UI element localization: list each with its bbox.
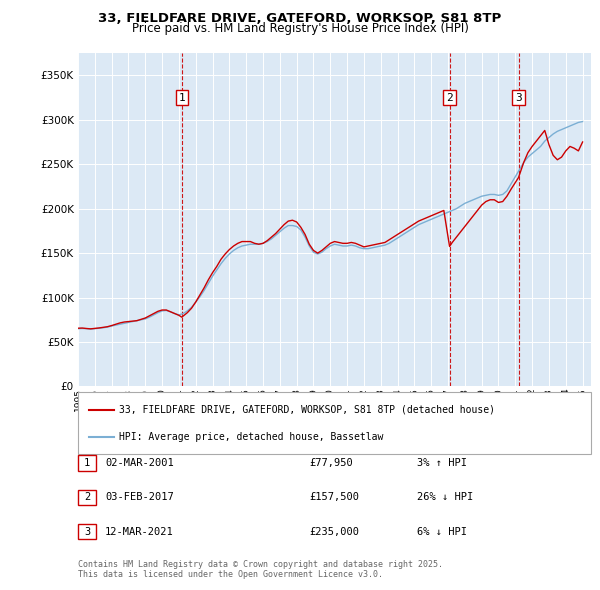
- Text: 02-MAR-2001: 02-MAR-2001: [105, 458, 174, 468]
- Text: 2: 2: [84, 493, 90, 502]
- Text: 12-MAR-2021: 12-MAR-2021: [105, 527, 174, 536]
- Text: 03-FEB-2017: 03-FEB-2017: [105, 493, 174, 502]
- Text: 26% ↓ HPI: 26% ↓ HPI: [417, 493, 473, 502]
- Text: 33, FIELDFARE DRIVE, GATEFORD, WORKSOP, S81 8TP (detached house): 33, FIELDFARE DRIVE, GATEFORD, WORKSOP, …: [119, 405, 495, 415]
- Text: 2: 2: [446, 93, 453, 103]
- Text: Contains HM Land Registry data © Crown copyright and database right 2025.
This d: Contains HM Land Registry data © Crown c…: [78, 560, 443, 579]
- Text: 1: 1: [84, 458, 90, 468]
- Text: 3: 3: [84, 527, 90, 536]
- Text: 1: 1: [178, 93, 185, 103]
- Text: £157,500: £157,500: [309, 493, 359, 502]
- Text: £235,000: £235,000: [309, 527, 359, 536]
- Text: HPI: Average price, detached house, Bassetlaw: HPI: Average price, detached house, Bass…: [119, 432, 383, 442]
- Text: Price paid vs. HM Land Registry's House Price Index (HPI): Price paid vs. HM Land Registry's House …: [131, 22, 469, 35]
- Text: 33, FIELDFARE DRIVE, GATEFORD, WORKSOP, S81 8TP: 33, FIELDFARE DRIVE, GATEFORD, WORKSOP, …: [98, 12, 502, 25]
- Text: 6% ↓ HPI: 6% ↓ HPI: [417, 527, 467, 536]
- Text: 3: 3: [515, 93, 522, 103]
- Text: £77,950: £77,950: [309, 458, 353, 468]
- Text: 3% ↑ HPI: 3% ↑ HPI: [417, 458, 467, 468]
